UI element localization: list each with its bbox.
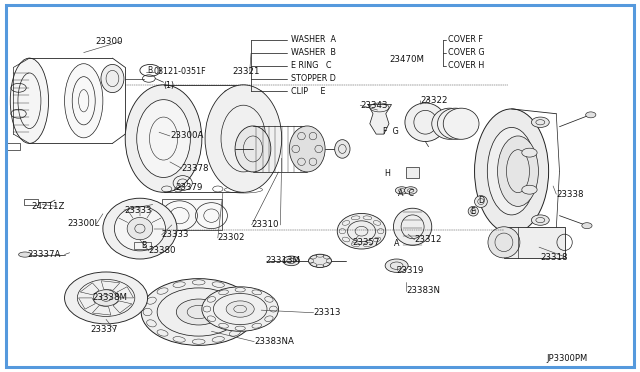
Ellipse shape [468, 206, 478, 216]
Text: B: B [141, 241, 147, 250]
Text: 23378: 23378 [181, 164, 209, 173]
Ellipse shape [19, 252, 31, 257]
Text: 23380: 23380 [149, 246, 177, 255]
Text: F  G: F G [383, 126, 398, 136]
Text: WASHER  A: WASHER A [291, 35, 336, 44]
Ellipse shape [582, 223, 592, 229]
Ellipse shape [444, 108, 479, 139]
Bar [6, 143, 20, 150]
Text: 23338: 23338 [556, 190, 584, 199]
Text: COVER H: COVER H [448, 61, 484, 70]
Ellipse shape [488, 227, 520, 258]
Ellipse shape [308, 254, 332, 267]
Ellipse shape [205, 85, 282, 192]
Ellipse shape [226, 301, 254, 317]
Ellipse shape [531, 117, 549, 128]
Ellipse shape [337, 214, 386, 249]
Ellipse shape [103, 198, 177, 259]
Text: E: E [470, 207, 476, 216]
Ellipse shape [125, 85, 202, 192]
Text: 23357: 23357 [352, 238, 380, 247]
Ellipse shape [65, 272, 148, 324]
Ellipse shape [283, 256, 300, 266]
Text: 23310: 23310 [252, 221, 279, 230]
Polygon shape [368, 105, 392, 134]
Text: 23337: 23337 [90, 325, 118, 334]
Bar [134, 242, 152, 249]
Text: JP3300PM: JP3300PM [547, 354, 588, 363]
Text: B: B [148, 66, 153, 75]
Text: (1): (1) [164, 81, 175, 90]
Ellipse shape [10, 58, 49, 143]
Bar [162, 199, 222, 231]
Ellipse shape [405, 103, 446, 141]
Ellipse shape [137, 100, 190, 177]
Text: WASHER  B: WASHER B [291, 48, 336, 57]
Text: A  C: A C [398, 189, 414, 198]
Ellipse shape [474, 109, 548, 234]
Ellipse shape [432, 108, 467, 139]
Circle shape [522, 185, 537, 194]
Text: H: H [385, 169, 390, 177]
Text: 23321: 23321 [232, 67, 259, 76]
Text: 23319: 23319 [397, 266, 424, 275]
Text: CLIP     E: CLIP E [291, 87, 326, 96]
Text: 23379: 23379 [175, 183, 203, 192]
Ellipse shape [65, 64, 103, 138]
Text: 23337A: 23337A [28, 250, 61, 259]
Bar [24, 199, 38, 205]
Text: 23300: 23300 [95, 37, 123, 46]
Ellipse shape [176, 299, 221, 325]
Circle shape [522, 148, 537, 157]
Text: 23313: 23313 [314, 308, 341, 317]
Ellipse shape [438, 108, 473, 139]
Bar [504, 227, 564, 258]
Ellipse shape [335, 140, 350, 158]
Text: 23312: 23312 [415, 235, 442, 244]
Ellipse shape [586, 112, 596, 118]
Text: 23338M: 23338M [92, 293, 127, 302]
Text: 24211Z: 24211Z [31, 202, 65, 211]
Ellipse shape [235, 126, 271, 172]
Ellipse shape [202, 287, 278, 331]
Text: 23313M: 23313M [266, 256, 301, 265]
Ellipse shape [404, 187, 417, 194]
Ellipse shape [115, 206, 166, 251]
Ellipse shape [474, 196, 487, 208]
Ellipse shape [127, 218, 153, 240]
Text: 23300L: 23300L [68, 219, 100, 228]
Ellipse shape [394, 208, 432, 245]
Text: D: D [478, 196, 484, 205]
Ellipse shape [101, 64, 124, 93]
Text: COVER F: COVER F [448, 35, 483, 44]
Ellipse shape [531, 215, 549, 225]
Text: 23318: 23318 [540, 253, 568, 262]
Bar [406, 167, 419, 178]
Text: 23333: 23333 [124, 206, 152, 215]
Text: 23322: 23322 [420, 96, 448, 105]
Ellipse shape [396, 187, 408, 194]
Text: 23383NA: 23383NA [254, 337, 294, 346]
Text: 23383N: 23383N [406, 286, 440, 295]
Text: 23470M: 23470M [389, 55, 424, 64]
Text: 23343: 23343 [360, 101, 388, 110]
Ellipse shape [497, 136, 538, 206]
Ellipse shape [141, 279, 256, 345]
Text: 23302: 23302 [218, 233, 245, 243]
Ellipse shape [385, 259, 408, 272]
Ellipse shape [93, 290, 119, 306]
Text: COVER G: COVER G [448, 48, 484, 57]
Text: 23300A: 23300A [170, 131, 204, 141]
Text: STOPPER D: STOPPER D [291, 74, 336, 83]
Text: A: A [394, 239, 399, 248]
Text: E RING   C: E RING C [291, 61, 332, 70]
Ellipse shape [487, 128, 536, 215]
Text: 08121-0351F: 08121-0351F [154, 67, 207, 76]
Text: 23333: 23333 [162, 230, 189, 240]
Ellipse shape [289, 126, 325, 172]
